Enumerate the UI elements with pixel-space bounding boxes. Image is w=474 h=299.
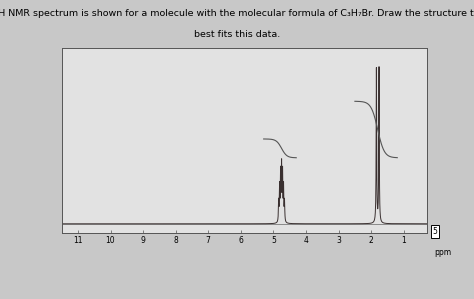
- Text: 5: 5: [433, 227, 438, 236]
- Text: A ¹H NMR spectrum is shown for a molecule with the molecular formula of C₃H₇Br. : A ¹H NMR spectrum is shown for a molecul…: [0, 9, 474, 18]
- Text: best fits this data.: best fits this data.: [194, 30, 280, 39]
- Text: ppm: ppm: [434, 248, 451, 257]
